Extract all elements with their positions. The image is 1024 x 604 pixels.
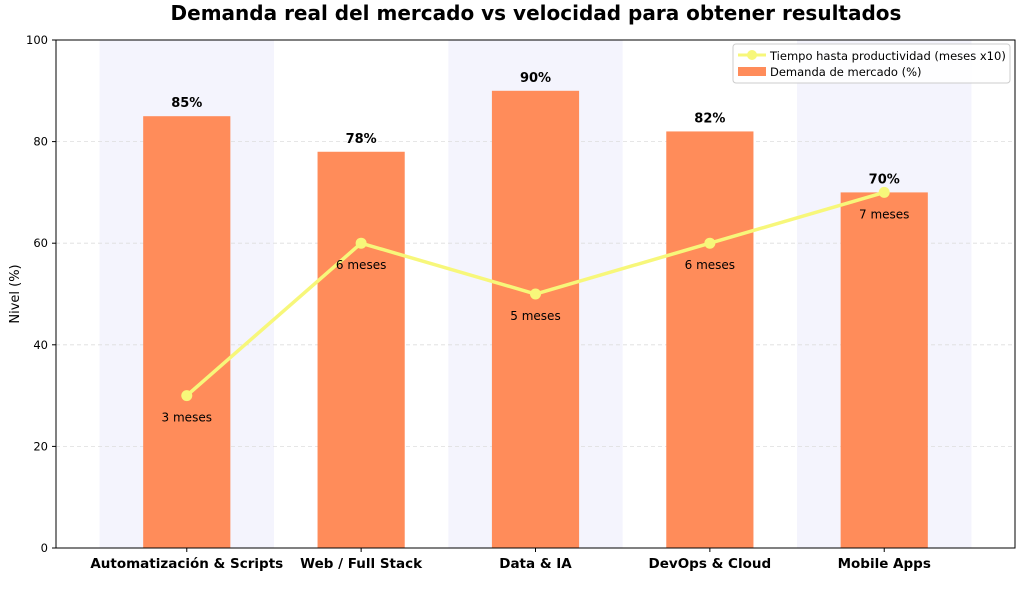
line-point-label: 7 meses <box>859 207 909 221</box>
y-tick-label: 20 <box>33 439 48 453</box>
y-tick-label: 40 <box>33 338 48 352</box>
bars <box>143 90 928 549</box>
x-tick-label: Automatización & Scripts <box>90 556 283 572</box>
line-point <box>878 186 890 198</box>
bar-value-label: 90% <box>520 71 551 86</box>
legend-label-line: Tiempo hasta productividad (meses x10) <box>769 49 1006 63</box>
y-tick-label: 0 <box>41 541 48 555</box>
y-tick-label: 80 <box>33 135 48 149</box>
line-point <box>181 390 193 402</box>
legend-box <box>732 43 1011 84</box>
x-tick-label: Data & IA <box>499 556 572 572</box>
x-tick-label: Web / Full Stack <box>300 556 423 572</box>
bar <box>317 151 405 548</box>
line-point-label: 6 meses <box>336 258 386 272</box>
x-tick-label: DevOps & Cloud <box>649 556 772 572</box>
legend-marker-swatch <box>747 50 757 60</box>
legend-bar-swatch <box>738 67 766 76</box>
bar-labels: 85% 78% 90% 82% 70% <box>171 71 900 188</box>
bar-value-label: 85% <box>171 96 202 111</box>
y-tick-label: 60 <box>33 236 48 250</box>
bar-value-label: 70% <box>869 172 900 187</box>
bar-value-label: 82% <box>694 111 725 126</box>
bar <box>143 116 231 548</box>
line-series: 3 meses 6 meses 5 meses 6 meses 7 meses <box>162 186 909 425</box>
line-point <box>355 237 367 249</box>
axes: 0 20 40 60 80 100 Automatización & Scripts Web … <box>26 33 1016 572</box>
legend-label-bar: Demanda de mercado (%) <box>770 65 922 79</box>
legend: Tiempo hasta productividad (meses x10) D… <box>732 43 1011 84</box>
bar <box>491 90 580 549</box>
y-tick-label: 100 <box>26 33 48 47</box>
y-axis-label: Nivel (%) <box>8 264 23 323</box>
line-point <box>530 288 541 300</box>
line-point-label: 5 meses <box>510 309 560 323</box>
x-tick-label: Mobile Apps <box>838 556 931 572</box>
line-point-label: 3 meses <box>162 411 212 425</box>
bar <box>666 131 754 548</box>
bar <box>840 192 928 548</box>
bar-value-label: 78% <box>346 132 377 147</box>
chart-title: Demanda real del mercado vs velocidad pa… <box>171 1 902 25</box>
line-point-label: 6 meses <box>685 258 735 272</box>
line-point <box>704 237 716 249</box>
